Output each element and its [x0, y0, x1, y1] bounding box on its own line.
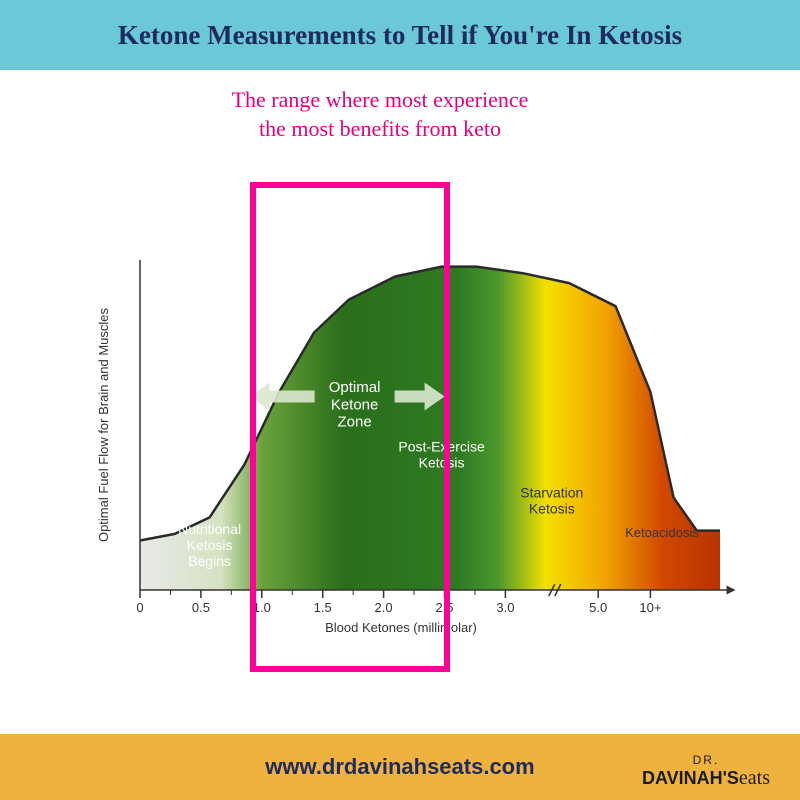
header-bar: Ketone Measurements to Tell if You're In… [0, 0, 800, 70]
svg-text:Optimal Fuel Flow for Brain an: Optimal Fuel Flow for Brain and Muscles [96, 307, 111, 542]
footer-url: www.drdavinahseats.com [265, 754, 534, 780]
svg-text:0: 0 [136, 600, 143, 615]
svg-text:5.0: 5.0 [589, 600, 607, 615]
page-title: Ketone Measurements to Tell if You're In… [118, 20, 682, 51]
footer-bar: www.drdavinahseats.com DR. DAVINAH'Seats [0, 734, 800, 800]
brand-logo: DR. DAVINAH'Seats [642, 753, 770, 790]
svg-text:StarvationKetosis: StarvationKetosis [520, 485, 583, 517]
svg-text:Ketoacidosis: Ketoacidosis [625, 525, 699, 540]
logo-line2: DAVINAH'Seats [642, 767, 770, 790]
callout-text: The range where most experience the most… [230, 86, 530, 143]
svg-text:3.0: 3.0 [496, 600, 514, 615]
svg-text:0.5: 0.5 [192, 600, 210, 615]
optimal-range-highlight [250, 182, 450, 672]
svg-text:10+: 10+ [639, 600, 661, 615]
logo-line1: DR. [642, 753, 770, 767]
